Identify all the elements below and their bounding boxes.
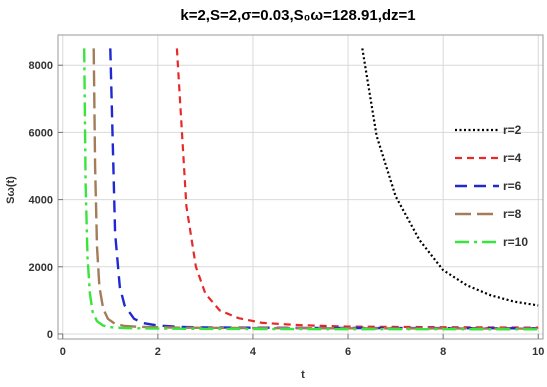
x-tick-label: 6 [345,346,351,358]
legend-label: r=10 [503,235,528,249]
series-line-r8 [92,48,539,330]
plot-frame [57,34,544,340]
x-tick-label: 8 [440,346,446,358]
y-tick-label: 6000 [29,127,53,139]
y-tick-label: 4000 [29,195,53,207]
series-line-r6 [109,48,539,330]
x-tick-label: 4 [250,346,257,358]
grid [58,35,543,339]
x-tick-label: 2 [155,346,161,358]
series-line-r2 [361,48,539,307]
series-line-r4 [175,48,539,329]
x-tick-label: 0 [60,346,66,358]
legend-label: r=8 [503,207,522,221]
y-tick-label: 8000 [29,60,53,72]
axis-ticks: 0 2 4 6 8 10 0 2000 4000 6000 8000 [29,60,545,358]
series-line-r10 [83,48,539,331]
series-group [83,48,539,331]
y-tick-label: 2000 [29,262,53,274]
x-tick-label: 10 [532,346,544,358]
chart-title: k=2,S=2,σ=0.03,S₀ω=128.91,dz=1 [180,7,415,24]
x-axis-label: t [301,369,305,381]
legend-label: r=2 [503,123,522,137]
y-tick-label: 0 [47,329,53,341]
y-axis-label: Sω(t) [5,176,17,204]
legend-label: r=4 [503,151,522,165]
legend-label: r=6 [503,179,522,193]
legend: r=2 r=4 r=6 r=8 r=10 [455,123,528,249]
